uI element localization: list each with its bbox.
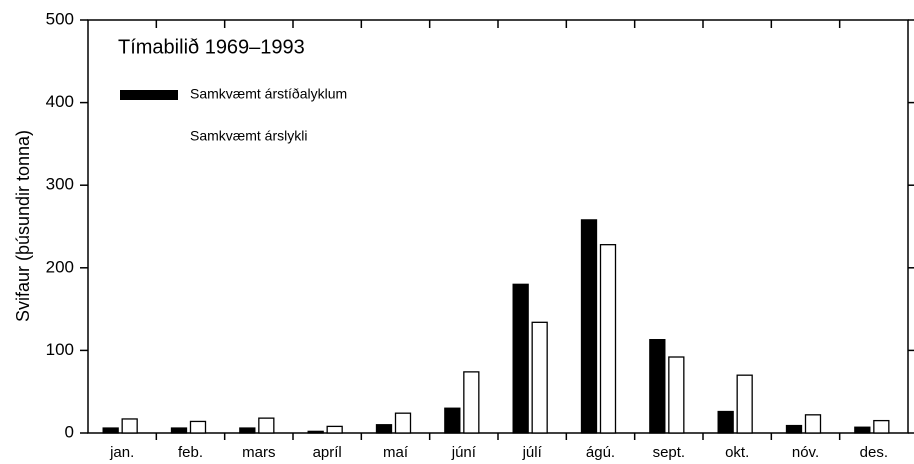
bar	[580, 219, 598, 434]
bar	[307, 430, 324, 434]
y-tick-label: 0	[65, 422, 74, 441]
bar	[804, 414, 822, 434]
bar	[170, 427, 188, 434]
y-tick-label: 500	[46, 9, 74, 28]
bar	[121, 418, 138, 434]
bar	[326, 425, 343, 434]
bar	[599, 244, 617, 434]
bar	[717, 410, 734, 434]
y-tick-label: 400	[46, 92, 74, 111]
legend-label: Samkvæmt árslykli	[190, 128, 307, 144]
x-tick-label: ágú.	[586, 444, 615, 461]
bar	[512, 283, 529, 434]
bar	[258, 417, 275, 434]
bar	[785, 424, 803, 434]
bar	[375, 424, 393, 434]
x-tick-label: maí	[383, 444, 409, 461]
x-tick-label: feb.	[178, 444, 203, 461]
x-tick-label: nóv.	[792, 444, 819, 461]
x-tick-label: apríl	[313, 444, 342, 461]
x-tick-label: okt.	[725, 444, 749, 461]
legend-label: Samkvæmt árstíðalyklum	[190, 86, 347, 102]
bar	[668, 356, 685, 434]
legend-swatch	[120, 132, 178, 142]
x-tick-label: júlí	[522, 444, 543, 461]
x-tick-label: sept.	[653, 444, 686, 461]
bar	[736, 374, 753, 434]
x-tick-label: júní	[451, 444, 477, 461]
bar	[854, 426, 871, 434]
x-tick-label: mars	[242, 444, 275, 461]
bar	[873, 419, 890, 434]
plot-frame	[87, 19, 909, 434]
y-axis-label: Svifaur (þúsundir tonna)	[13, 130, 33, 322]
y-tick-label: 300	[46, 175, 74, 194]
bar	[531, 321, 548, 434]
bar	[394, 412, 412, 434]
bar	[239, 427, 256, 434]
x-tick-label: jan.	[109, 444, 134, 461]
bar	[649, 339, 666, 434]
bar	[102, 427, 119, 434]
bar	[444, 407, 461, 434]
y-tick-label: 100	[46, 340, 74, 359]
chart-title: Tímabilið 1969–1993	[118, 36, 305, 58]
bar	[189, 420, 207, 434]
y-tick-label: 200	[46, 257, 74, 276]
legend-swatch	[120, 90, 178, 100]
bar	[463, 371, 480, 434]
x-tick-label: des.	[860, 444, 888, 461]
